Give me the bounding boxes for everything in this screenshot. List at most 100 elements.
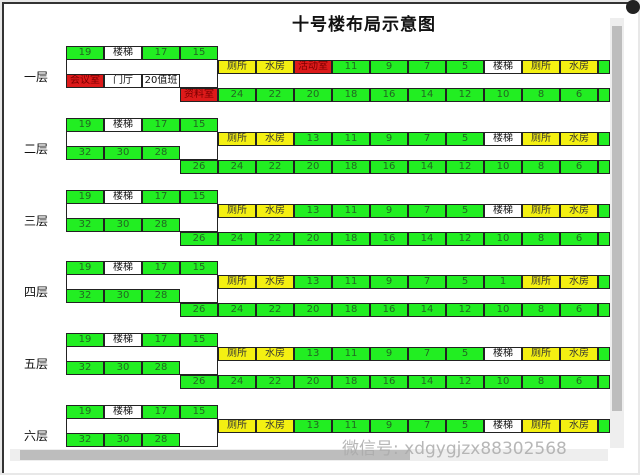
room-cell[interactable]: 26 <box>180 303 218 318</box>
room-cell[interactable]: 7 <box>408 60 446 74</box>
room-cell[interactable]: 32 <box>66 361 104 376</box>
room-cell[interactable]: 9 <box>370 347 408 362</box>
room-cell[interactable]: 5 <box>446 419 484 433</box>
room-cell[interactable] <box>598 159 610 174</box>
room-cell[interactable]: 19 <box>66 261 104 276</box>
room-cell[interactable]: 楼梯 <box>484 347 522 362</box>
room-cell[interactable] <box>598 375 610 390</box>
room-cell[interactable]: 30 <box>104 217 142 232</box>
vertical-scrollbar[interactable] <box>610 18 624 448</box>
room-cell[interactable]: 18 <box>332 88 370 102</box>
room-cell[interactable]: 15 <box>180 117 218 132</box>
room-cell[interactable]: 15 <box>180 333 218 348</box>
room-cell[interactable]: 16 <box>370 375 408 390</box>
room-cell[interactable]: 22 <box>256 303 294 318</box>
room-cell[interactable]: 28 <box>142 433 180 447</box>
room-cell[interactable]: 26 <box>180 159 218 174</box>
room-cell[interactable] <box>598 60 610 74</box>
room-cell[interactable]: 厕所 <box>218 275 256 290</box>
room-cell[interactable]: 水房 <box>256 419 294 433</box>
room-cell[interactable]: 6 <box>560 375 598 390</box>
room-cell[interactable]: 水房 <box>256 60 294 74</box>
room-cell[interactable]: 楼梯 <box>484 60 522 74</box>
room-cell[interactable]: 20 <box>294 159 332 174</box>
room-cell[interactable]: 17 <box>142 333 180 348</box>
room-cell[interactable]: 18 <box>332 303 370 318</box>
room-cell[interactable]: 17 <box>142 46 180 60</box>
room-cell[interactable]: 19 <box>66 333 104 348</box>
room-cell[interactable]: 22 <box>256 375 294 390</box>
room-cell[interactable] <box>598 275 610 290</box>
room-cell[interactable]: 6 <box>560 88 598 102</box>
room-cell[interactable]: 10 <box>484 88 522 102</box>
room-cell[interactable]: 30 <box>104 361 142 376</box>
room-cell[interactable]: 14 <box>408 303 446 318</box>
room-cell[interactable]: 14 <box>408 159 446 174</box>
room-cell[interactable]: 楼梯 <box>104 189 142 204</box>
room-cell[interactable]: 14 <box>408 231 446 246</box>
room-cell[interactable]: 厕所 <box>522 60 560 74</box>
room-cell[interactable]: 10 <box>484 375 522 390</box>
room-cell[interactable]: 14 <box>408 375 446 390</box>
room-cell[interactable]: 16 <box>370 231 408 246</box>
room-cell[interactable]: 24 <box>218 231 256 246</box>
room-cell[interactable]: 水房 <box>560 60 598 74</box>
room-cell[interactable]: 9 <box>370 419 408 433</box>
room-cell[interactable]: 8 <box>522 303 560 318</box>
room-cell[interactable]: 10 <box>484 159 522 174</box>
room-cell[interactable]: 15 <box>180 261 218 276</box>
room-cell[interactable]: 19 <box>66 117 104 132</box>
room-cell[interactable]: 厕所 <box>218 347 256 362</box>
room-cell[interactable]: 28 <box>142 217 180 232</box>
room-cell[interactable]: 30 <box>104 433 142 447</box>
room-cell[interactable]: 15 <box>180 405 218 419</box>
room-cell[interactable]: 11 <box>332 203 370 218</box>
room-cell[interactable]: 19 <box>66 189 104 204</box>
room-cell[interactable]: 12 <box>446 159 484 174</box>
room-cell[interactable] <box>598 88 610 102</box>
room-cell[interactable]: 水房 <box>560 347 598 362</box>
room-cell[interactable]: 资料室 <box>180 88 218 102</box>
room-cell[interactable]: 厕所 <box>218 60 256 74</box>
room-cell[interactable]: 17 <box>142 117 180 132</box>
close-icon[interactable] <box>626 0 640 14</box>
room-cell[interactable]: 5 <box>446 347 484 362</box>
room-cell[interactable]: 28 <box>142 145 180 160</box>
room-cell[interactable] <box>598 347 610 362</box>
room-cell[interactable]: 厕所 <box>522 347 560 362</box>
room-cell[interactable] <box>598 131 610 146</box>
room-cell[interactable]: 28 <box>142 361 180 376</box>
room-cell[interactable]: 16 <box>370 159 408 174</box>
room-cell[interactable] <box>598 231 610 246</box>
room-cell[interactable]: 5 <box>446 203 484 218</box>
room-cell[interactable]: 7 <box>408 347 446 362</box>
room-cell[interactable]: 水房 <box>256 347 294 362</box>
room-cell[interactable]: 11 <box>332 275 370 290</box>
room-cell[interactable]: 6 <box>560 231 598 246</box>
room-cell[interactable]: 楼梯 <box>484 419 522 433</box>
room-cell[interactable]: 厕所 <box>522 275 560 290</box>
room-cell[interactable]: 楼梯 <box>104 117 142 132</box>
room-cell[interactable]: 8 <box>522 375 560 390</box>
room-cell[interactable] <box>598 419 610 433</box>
room-cell[interactable]: 13 <box>294 347 332 362</box>
room-cell[interactable]: 18 <box>332 231 370 246</box>
room-cell[interactable]: 12 <box>446 375 484 390</box>
room-cell[interactable]: 11 <box>332 419 370 433</box>
room-cell[interactable]: 楼梯 <box>484 203 522 218</box>
room-cell[interactable]: 12 <box>446 88 484 102</box>
room-cell[interactable]: 32 <box>66 289 104 304</box>
vertical-scroll-thumb[interactable] <box>612 26 622 411</box>
room-cell[interactable] <box>598 203 610 218</box>
room-cell[interactable]: 32 <box>66 433 104 447</box>
room-cell[interactable]: 24 <box>218 303 256 318</box>
room-cell[interactable]: 14 <box>408 88 446 102</box>
room-cell[interactable]: 15 <box>180 189 218 204</box>
room-cell[interactable]: 6 <box>560 159 598 174</box>
room-cell[interactable]: 7 <box>408 419 446 433</box>
room-cell[interactable]: 5 <box>446 131 484 146</box>
room-cell[interactable]: 24 <box>218 88 256 102</box>
room-cell[interactable]: 13 <box>294 203 332 218</box>
room-cell[interactable]: 20 <box>294 303 332 318</box>
room-cell[interactable]: 厕所 <box>218 203 256 218</box>
